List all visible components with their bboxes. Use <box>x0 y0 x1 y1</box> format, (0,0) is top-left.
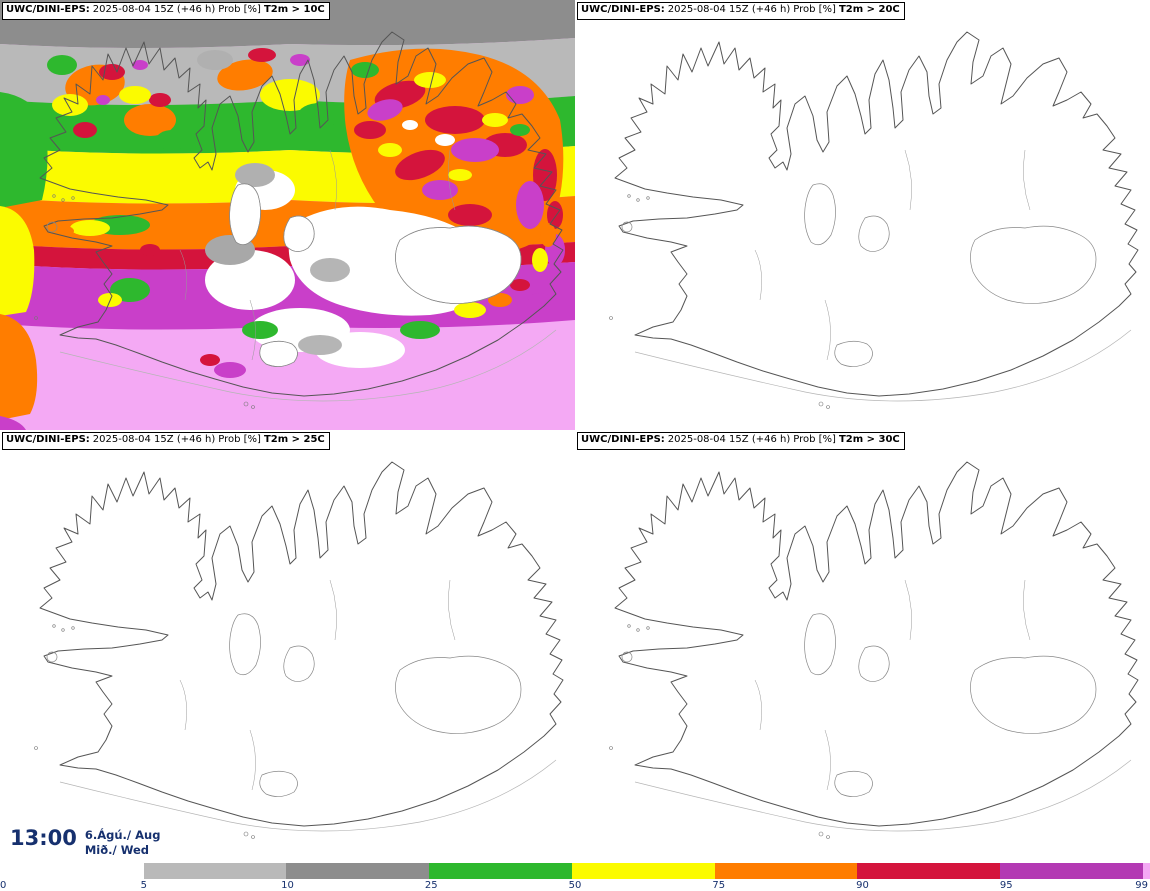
run-datetime: 2025-08-04 15Z (+46 h) <box>92 434 216 445</box>
run-datetime: 2025-08-04 15Z (+46 h) <box>667 4 791 15</box>
valid-day: Mið./ Wed <box>84 842 150 857</box>
colorbar-segment-5-10 <box>143 863 287 879</box>
valid-date: 6.Ágú./ Aug <box>84 828 161 842</box>
colorbar-segment-25-50 <box>429 863 572 879</box>
valid-time-block: 13:00 6.Ágú./ Aug Mið./ Wed <box>6 824 165 859</box>
footer: 13:00 6.Ágú./ Aug Mið./ Wed 0 5 10 25 50 75 90… <box>0 824 1150 891</box>
colorbar-segment-90-95 <box>857 863 1001 879</box>
colorbar-tick-5: 5 <box>140 880 147 891</box>
colorbar-tick-75: 75 <box>712 880 726 891</box>
t2m-gt-25c-map <box>34 461 564 839</box>
panel-title: UWC/DINI-EPS: 2025-08-04 15Z (+46 h) Prob … <box>577 2 905 20</box>
colorbar-segment-95-99 <box>1000 863 1143 879</box>
model-name: UWC/DINI-EPS: <box>581 434 665 445</box>
panel-t2m-gt-20c: UWC/DINI-EPS: 2025-08-04 15Z (+46 h) Prob … <box>575 0 1150 430</box>
colorbar-tick-10: 10 <box>281 880 294 891</box>
prob-label: Prob [%] <box>793 4 836 15</box>
colorbar-segment-10-25 <box>286 863 430 879</box>
t2m-gt-20c-map <box>609 31 1139 409</box>
colorbar-tick-99: 99 <box>1135 880 1148 891</box>
colorbar-tick-0: 0 <box>0 880 7 891</box>
colorbar-tick-90: 90 <box>856 880 869 891</box>
colorbar-tick-labels: 0 5 10 25 50 75 90 95 99 <box>0 880 1150 891</box>
colorbar-segment-75-90 <box>714 863 858 879</box>
t2m-gt-30c-map <box>609 461 1139 839</box>
probability-colorbar <box>143 863 1150 879</box>
prob-label: Prob [%] <box>218 4 261 15</box>
panel-t2m-gt-10c: UWC/DINI-EPS: 2025-08-04 15Z (+46 h) Prob … <box>0 0 575 430</box>
t2m-gt-10c-map <box>0 0 575 430</box>
run-datetime: 2025-08-04 15Z (+46 h) <box>92 4 216 15</box>
panel-title: UWC/DINI-EPS: 2025-08-04 15Z (+46 h) Prob … <box>577 432 905 450</box>
colorbar-segment-99-100 <box>1142 863 1150 879</box>
panel-t2m-gt-25c: UWC/DINI-EPS: 2025-08-04 15Z (+46 h) Prob … <box>0 430 575 860</box>
model-name: UWC/DINI-EPS: <box>6 434 90 445</box>
colorbar-tick-50: 50 <box>568 880 582 891</box>
panel-title: UWC/DINI-EPS: 2025-08-04 15Z (+46 h) Prob … <box>2 432 330 450</box>
threshold-label: T2m > 25C <box>263 434 325 445</box>
threshold-label: T2m > 20C <box>838 4 900 15</box>
threshold-label: T2m > 10C <box>263 4 325 15</box>
prob-label: Prob [%] <box>218 434 261 445</box>
model-name: UWC/DINI-EPS: <box>581 4 665 15</box>
valid-date-col: 6.Ágú./ Aug Mið./ Wed <box>85 828 161 858</box>
colorbar-segment-50-75 <box>571 863 715 879</box>
colorbar-tick-25: 25 <box>424 880 438 891</box>
panel-t2m-gt-30c: UWC/DINI-EPS: 2025-08-04 15Z (+46 h) Prob … <box>575 430 1150 860</box>
colorbar-tick-95: 95 <box>999 880 1013 891</box>
model-name: UWC/DINI-EPS: <box>6 4 90 15</box>
panel-title: UWC/DINI-EPS: 2025-08-04 15Z (+46 h) Prob … <box>2 2 330 20</box>
valid-time: 13:00 <box>10 826 77 850</box>
threshold-label: T2m > 30C <box>838 434 900 445</box>
run-datetime: 2025-08-04 15Z (+46 h) <box>667 434 791 445</box>
prob-label: Prob [%] <box>793 434 836 445</box>
